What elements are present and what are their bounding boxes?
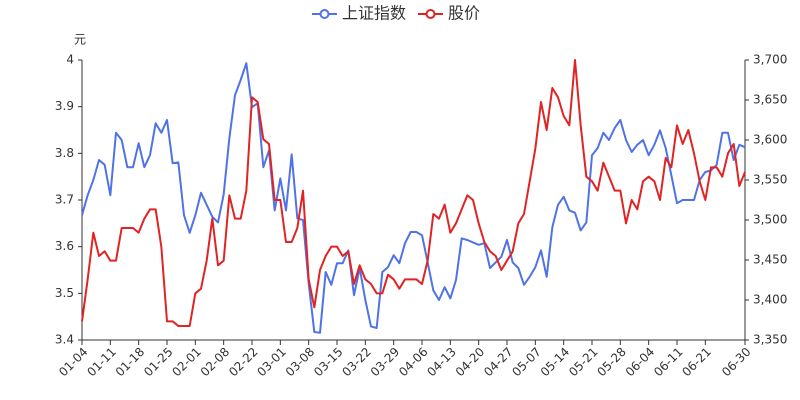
- legend-label: 上证指数: [342, 4, 406, 23]
- x-tick-label: 02-08: [198, 345, 233, 380]
- x-tick-label: 01-25: [141, 345, 176, 380]
- x-tick-label: 03-29: [368, 345, 403, 380]
- x-tick-label: 01-11: [84, 345, 119, 380]
- y2-tick-label: 3,700: [753, 53, 787, 67]
- y-tick-label: 4: [66, 53, 74, 67]
- y-tick-label: 3.5: [55, 286, 74, 300]
- x-tick-label: 06-11: [651, 345, 686, 380]
- x-tick-label: 02-01: [169, 345, 204, 380]
- x-tick-label: 04-13: [424, 345, 459, 380]
- y2-tick-label: 3,450: [753, 253, 787, 267]
- x-tick-label: 03-08: [283, 345, 318, 380]
- x-tick-label: 01-18: [113, 345, 148, 380]
- x-tick-label: 01-04: [56, 345, 91, 380]
- x-tick-label: 03-22: [339, 345, 374, 380]
- x-tick-label: 06-04: [623, 345, 658, 380]
- legend-icon: [425, 9, 436, 19]
- x-tick-label: 05-21: [566, 345, 601, 380]
- x-tick-label: 05-07: [509, 345, 544, 380]
- y-tick-label: 3.8: [55, 146, 74, 160]
- x-tick-label: 06-21: [679, 345, 714, 380]
- x-tick-label: 05-14: [538, 345, 573, 380]
- y-axis-unit: 元: [74, 33, 86, 47]
- x-tick-label: 03-15: [311, 345, 346, 380]
- x-tick-label: 05-28: [594, 345, 629, 380]
- x-tick-label: 03-01: [254, 345, 289, 380]
- series-line: [81, 59, 746, 327]
- y2-tick-label: 3,500: [753, 213, 787, 227]
- y-tick-label: 3.4: [55, 333, 74, 347]
- y-tick-label: 3.9: [55, 99, 74, 113]
- series-line: [81, 62, 746, 334]
- legend-label: 股价: [448, 4, 480, 23]
- x-tick-label: 04-06: [396, 345, 431, 380]
- x-tick-label: 04-27: [481, 345, 516, 380]
- y2-tick-label: 3,350: [753, 333, 787, 347]
- x-tick-label: 02-22: [226, 345, 261, 380]
- legend: 上证指数 股价: [312, 4, 480, 23]
- x-tick-label: 04-20: [453, 345, 488, 380]
- legend-icon: [319, 9, 330, 19]
- y-tick-label: 3.7: [55, 193, 74, 207]
- y2-tick-label: 3,600: [753, 133, 787, 147]
- y2-tick-label: 3,400: [753, 293, 787, 307]
- y2-tick-label: 3,650: [753, 93, 787, 107]
- y-tick-label: 3.6: [55, 239, 74, 253]
- y2-tick-label: 3,550: [753, 173, 787, 187]
- x-tick-label: 06-30: [719, 345, 754, 380]
